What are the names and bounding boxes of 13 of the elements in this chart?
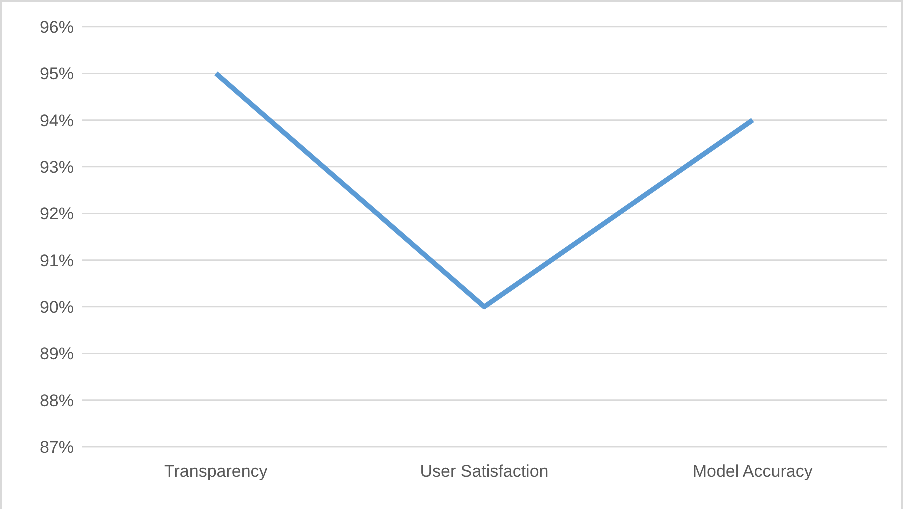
y-tick-label: 88%	[40, 391, 74, 410]
y-tick-label: 91%	[40, 251, 74, 270]
x-tick-label: Model Accuracy	[692, 462, 814, 482]
y-tick-label: 93%	[40, 158, 74, 178]
y-tick-label: 94%	[40, 111, 74, 130]
y-tick-label: 96%	[40, 18, 74, 38]
y-tick-label: 92%	[40, 204, 74, 224]
y-tick-label: 95%	[40, 64, 74, 84]
y-tick-label: 87%	[40, 438, 74, 458]
x-tick-label: User Satisfaction	[420, 462, 549, 482]
y-tick-label: 89%	[40, 344, 74, 364]
x-tick-label: Transparency	[164, 462, 268, 482]
y-tick-label: 90%	[40, 298, 74, 318]
